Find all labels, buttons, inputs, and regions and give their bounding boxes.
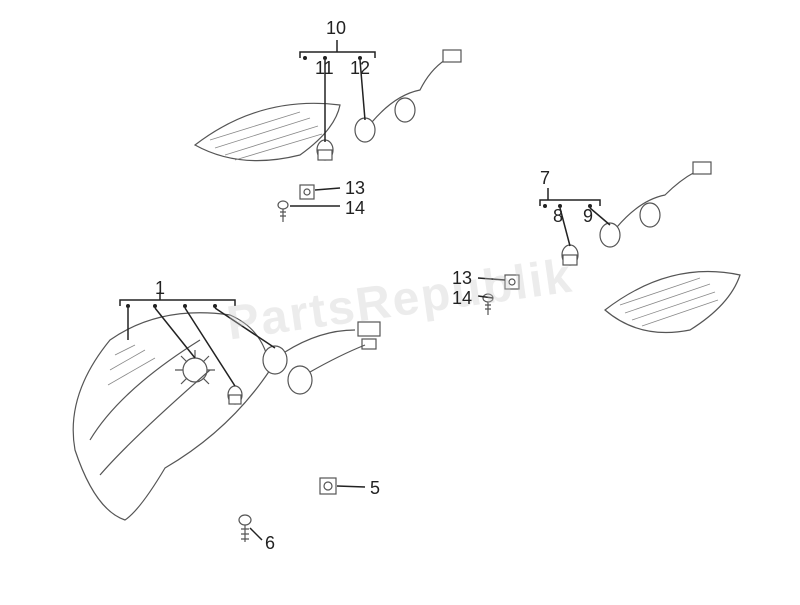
callout-14b: 14: [452, 288, 472, 309]
parts-diagram: PartsRepublik: [0, 0, 800, 600]
callout-12: 12: [350, 58, 370, 79]
callout-5: 5: [370, 478, 380, 499]
callout-9: 9: [583, 206, 593, 227]
callout-1: 1: [155, 278, 165, 299]
right-turn-signal-group: [562, 162, 740, 333]
callout-13a: 13: [345, 178, 365, 199]
diagram-svg: [0, 0, 800, 600]
callout-6: 6: [265, 533, 275, 554]
callout-11: 11: [315, 58, 334, 79]
clip-screw-lower: [483, 275, 519, 315]
callout-8: 8: [553, 206, 563, 227]
callout-14a: 14: [345, 198, 365, 219]
callout-13b: 13: [452, 268, 472, 289]
clip-screw-upper: [278, 185, 314, 222]
callout-10: 10: [326, 18, 346, 39]
callout-7: 7: [540, 168, 550, 189]
